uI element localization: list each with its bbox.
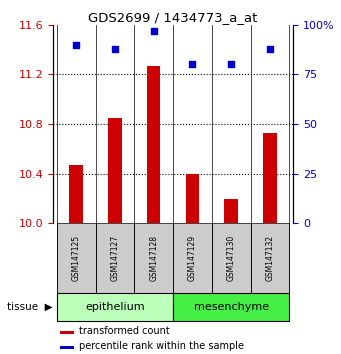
Text: GSM147125: GSM147125	[72, 235, 80, 281]
Bar	[212, 223, 251, 293]
Text: GSM147127: GSM147127	[110, 235, 119, 281]
Bar	[57, 293, 173, 321]
Text: GSM147128: GSM147128	[149, 235, 158, 281]
Bar	[57, 223, 95, 293]
Bar	[69, 165, 83, 223]
Point	[112, 46, 118, 51]
Text: transformed count: transformed count	[79, 326, 170, 336]
Bar	[251, 223, 290, 293]
Bar	[224, 199, 238, 223]
Point	[190, 62, 195, 67]
Text: GSM147132: GSM147132	[266, 235, 275, 281]
Point	[73, 42, 79, 47]
Bar	[173, 223, 212, 293]
Text: percentile rank within the sample: percentile rank within the sample	[79, 341, 244, 351]
Text: tissue  ▶: tissue ▶	[7, 302, 53, 312]
Text: epithelium: epithelium	[85, 302, 145, 312]
Text: GSM147129: GSM147129	[188, 235, 197, 281]
Text: GSM147130: GSM147130	[227, 235, 236, 281]
Bar	[186, 174, 199, 223]
Bar	[263, 133, 277, 223]
Bar	[147, 66, 161, 223]
Point	[267, 46, 273, 51]
Point	[228, 62, 234, 67]
Title: GDS2699 / 1434773_a_at: GDS2699 / 1434773_a_at	[88, 11, 258, 24]
Bar	[173, 293, 290, 321]
Point	[151, 28, 157, 34]
Bar	[60, 346, 74, 349]
Bar	[95, 223, 134, 293]
Bar	[60, 331, 74, 334]
Text: mesenchyme: mesenchyme	[194, 302, 269, 312]
Bar	[108, 118, 122, 223]
Bar	[134, 223, 173, 293]
